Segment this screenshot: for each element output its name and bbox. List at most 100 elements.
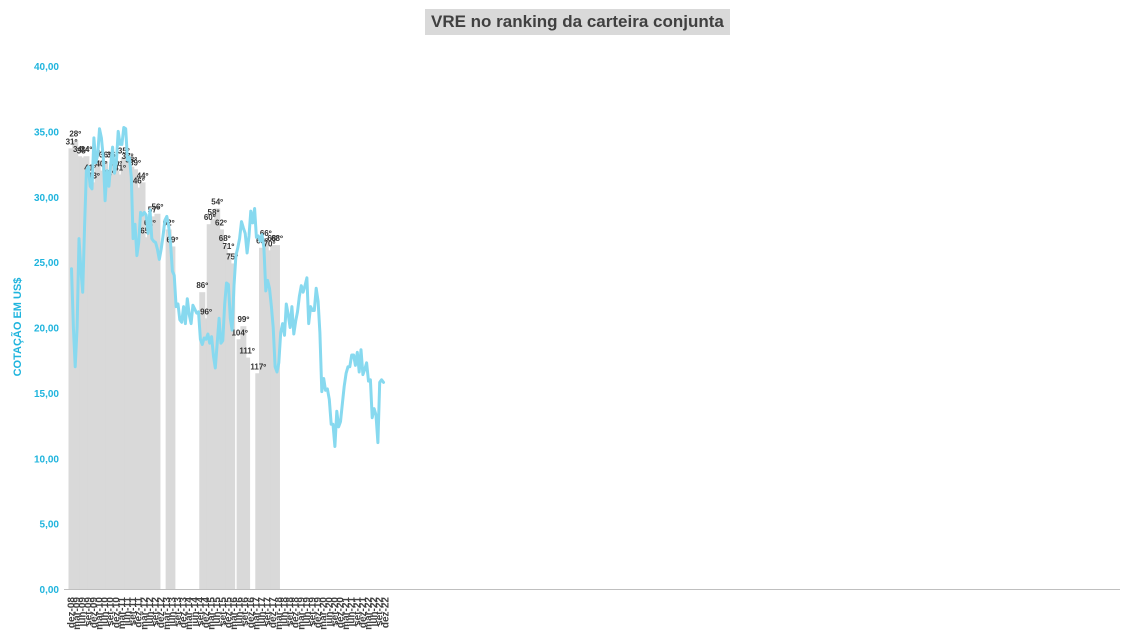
- x-tick-label: mar-22: [364, 597, 375, 630]
- x-tick-label: set-17: [263, 597, 274, 626]
- x-tick-label: mar-16: [229, 597, 240, 630]
- y-tick-label: 15,00: [34, 389, 59, 400]
- ranking-bar: [68, 148, 75, 589]
- ranking-label: 60º: [204, 213, 216, 222]
- ranking-label: 68º: [219, 234, 231, 243]
- x-tick-label: dez-22: [380, 597, 391, 629]
- x-tick-label: jun-09: [78, 597, 89, 628]
- ranking-bar: [255, 373, 262, 589]
- ranking-bar: [120, 157, 127, 589]
- ranking-bar: [105, 179, 112, 589]
- ranking-bar: [240, 326, 247, 589]
- ranking-label: 40º: [95, 160, 107, 169]
- x-tick-label: mar-14: [184, 597, 195, 630]
- y-tick-label: 20,00: [34, 324, 59, 335]
- ranking-bar: [128, 166, 135, 590]
- x-tick-label: jun-15: [212, 597, 223, 628]
- x-tick-label: dez-21: [358, 597, 369, 629]
- x-tick-label: jun-14: [190, 597, 201, 628]
- ranking-label: 28º: [69, 130, 81, 139]
- ranking-bar: [202, 318, 209, 589]
- ranking-bar: [79, 157, 86, 589]
- ranking-bar: [117, 174, 124, 589]
- price-line-series: [70, 126, 385, 448]
- ranking-label: 36º: [99, 150, 111, 159]
- ranking-label: 34º: [73, 145, 85, 154]
- ranking-bar: [98, 170, 105, 589]
- x-tick-label: mar-10: [95, 597, 106, 630]
- ranking-bar: [262, 239, 269, 589]
- ranking-label: 104º: [231, 328, 247, 337]
- x-tick-label: mar-20: [319, 597, 330, 630]
- x-tick-label: mar-18: [274, 597, 285, 630]
- x-tick-label: dez-14: [201, 597, 212, 629]
- ranking-label: 31º: [66, 137, 78, 146]
- ranking-bar: [109, 161, 116, 589]
- x-tick-label: set-14: [195, 597, 206, 626]
- ranking-bar: [221, 245, 228, 589]
- x-tick-label: jun-19: [302, 597, 313, 628]
- x-tick-label: dez-11: [134, 597, 145, 628]
- ranking-label: 96º: [200, 307, 212, 316]
- x-tick-label: dez-16: [246, 597, 257, 629]
- x-tick-label: mar-13: [162, 597, 173, 630]
- ranking-bar: [90, 182, 97, 589]
- x-tick-label: jun-11: [123, 597, 134, 627]
- x-tick-label: dez-20: [335, 597, 346, 629]
- ranking-label: 70º: [264, 239, 276, 248]
- ranking-label: 66º: [260, 229, 272, 238]
- ranking-bar: [75, 156, 82, 589]
- ranking-label: 62º: [215, 218, 227, 227]
- ranking-label: 68º: [267, 234, 279, 243]
- x-tick-label: set-21: [352, 597, 363, 626]
- x-tick-label: set-13: [173, 597, 184, 626]
- x-tick-label: mar-19: [296, 597, 307, 630]
- ranking-label: 54º: [211, 198, 223, 207]
- x-tick-label: set-20: [330, 597, 341, 626]
- ranking-label: 69º: [166, 235, 178, 244]
- x-tick-label: jun-17: [257, 597, 268, 628]
- x-tick-label: jun-16: [235, 597, 246, 628]
- ranking-bar: [132, 169, 139, 590]
- x-tick-label: jun-20: [324, 597, 335, 628]
- ranking-label: 99º: [237, 315, 249, 324]
- x-tick-label: dez-15: [223, 597, 234, 629]
- ranking-bar: [113, 170, 120, 589]
- x-tick-label: set-12: [151, 597, 162, 626]
- ranking-bar: [143, 237, 150, 589]
- ranking-label: 38º: [125, 156, 137, 165]
- ranking-label: 68º: [271, 234, 283, 243]
- ranking-label: 65º: [140, 226, 152, 235]
- ranking-label: 41º: [114, 164, 126, 173]
- ranking-bar: [270, 245, 277, 589]
- ranking-bar: [244, 357, 251, 589]
- ranking-label: 75º: [226, 252, 238, 261]
- ranking-label: 86º: [196, 281, 208, 290]
- x-tick-label: jun-21: [347, 597, 358, 628]
- ranking-bar: [124, 162, 131, 589]
- x-tick-label: dez-19: [313, 597, 324, 629]
- x-tick-label: set-16: [240, 597, 251, 626]
- x-tick-label: set-18: [285, 597, 296, 626]
- ranking-label: 111º: [239, 347, 254, 356]
- ranking-bar: [199, 292, 206, 589]
- x-tick-label: set-09: [83, 597, 94, 626]
- x-tick-label: set-10: [106, 597, 117, 626]
- ranking-bar: [135, 187, 142, 589]
- ranking-bar: [139, 182, 146, 589]
- ranking-bar: [225, 252, 232, 589]
- x-tick-label: mar-17: [251, 597, 262, 630]
- y-tick-label: 10,00: [34, 454, 59, 465]
- ranking-label: 34º: [81, 145, 93, 154]
- x-tick-label: dez-13: [179, 597, 190, 629]
- chart-title: VRE no ranking da carteira conjunta: [425, 9, 730, 35]
- ranking-label: 58º: [208, 208, 220, 217]
- ranking-bar: [214, 208, 221, 589]
- x-tick-label: jun-10: [100, 597, 111, 628]
- x-tick-label: mar-09: [72, 597, 83, 630]
- ranking-label: 44º: [137, 171, 149, 180]
- ranking-label: 35º: [118, 147, 130, 156]
- ranking-bar: [165, 229, 172, 589]
- y-tick-label: 25,00: [34, 258, 59, 269]
